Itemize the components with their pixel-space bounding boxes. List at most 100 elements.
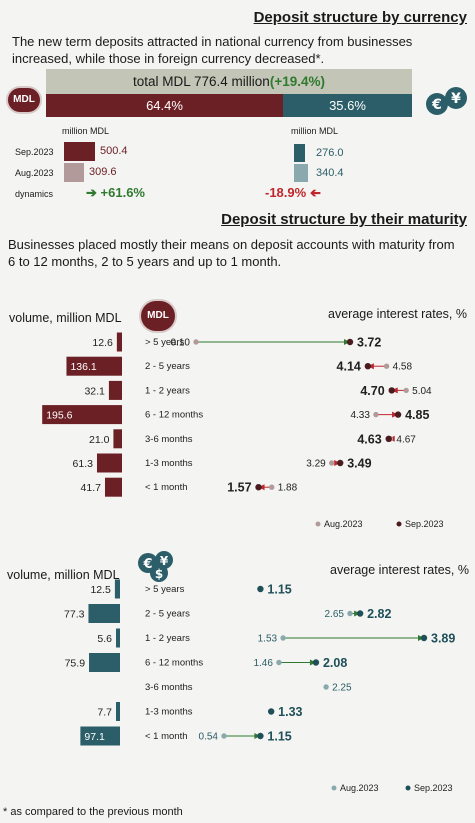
share-fx-bar: 35.6% bbox=[283, 94, 412, 117]
chart1-rate-point-sep bbox=[337, 459, 344, 467]
chart2-rate-label-aug: 1.46 bbox=[253, 658, 273, 669]
chart2-volume-label: volume, million MDL bbox=[7, 568, 120, 582]
chart2-rate-point-aug bbox=[276, 659, 282, 666]
chart1-category-label: 6 - 12 months bbox=[145, 410, 203, 421]
chart1-rate-point-sep bbox=[394, 411, 402, 418]
chart1-category-label: 1 - 2 years bbox=[145, 385, 190, 396]
chart1-rate-point-sep bbox=[388, 387, 395, 394]
chart2-volume-value: 75.9 bbox=[65, 658, 86, 670]
chart2-volume-value: 97.1 bbox=[84, 731, 105, 743]
chart1-rate-label-sep: 4.85 bbox=[405, 408, 429, 422]
chart1-rate-label-aug: 4.58 bbox=[393, 362, 413, 373]
chart1-category-label: 2 - 5 years bbox=[145, 361, 190, 372]
chart2-volume-bar bbox=[80, 726, 120, 746]
section2-intro-line2: 6 to 12 months, 2 to 5 years and up to 1… bbox=[8, 254, 282, 269]
chart1-category-label: 1-3 months bbox=[145, 458, 193, 469]
chart2-volume-bar bbox=[116, 628, 120, 648]
chart1-rate-label-sep: 1.57 bbox=[227, 481, 251, 495]
mdl-sep-value: 500.4 bbox=[100, 145, 128, 157]
chart1-rate-label-sep: 4.70 bbox=[360, 384, 384, 398]
mdl-dynamics: ➔ +61.6% bbox=[86, 185, 145, 201]
chart1-volume-bar bbox=[104, 477, 122, 497]
chart2-category-label: < 1 month bbox=[145, 731, 188, 742]
chart1-rate-point-sep bbox=[364, 363, 372, 370]
chart2-rate-point-aug bbox=[280, 635, 286, 641]
chart1-volume-value: 21.0 bbox=[89, 434, 110, 446]
chart2-volume-bar bbox=[116, 702, 120, 721]
section1-title: Deposit structure by currency bbox=[253, 9, 467, 26]
section2-title: Deposit structure by their maturity bbox=[221, 211, 467, 228]
mdl-dynamics-value: +61.6% bbox=[100, 185, 145, 200]
chart2-legend-label: Sep.2023 bbox=[414, 783, 453, 793]
chart1-rate-point-aug bbox=[269, 484, 275, 490]
chart1-rate-label-aug: 4.67 bbox=[396, 434, 416, 445]
chart1-rate-point-aug bbox=[373, 411, 379, 418]
chart2-rate-label: average interest rates, % bbox=[330, 563, 469, 577]
chart2-volume-value: 7.7 bbox=[97, 707, 112, 719]
chart2-rate-label-aug: 0.54 bbox=[199, 732, 219, 743]
unit-mdl-label: million MDL bbox=[62, 126, 110, 136]
share-fx-value: 35.6% bbox=[329, 98, 366, 113]
row-label-sep: Sep.2023 bbox=[15, 147, 54, 157]
chart2-category-label: 1 - 2 years bbox=[145, 633, 190, 644]
chart1-rate-point-aug bbox=[329, 460, 335, 466]
chart2-category-label: 6 - 12 months bbox=[145, 658, 203, 669]
svg-text:€: € bbox=[142, 557, 152, 572]
chart1-legend-marker bbox=[315, 521, 321, 527]
row-label-dynamics: dynamics bbox=[15, 189, 54, 199]
svg-text:€: € bbox=[431, 97, 442, 113]
chart2-legend-marker bbox=[331, 785, 337, 791]
unit-fx-label: million MDL bbox=[291, 126, 339, 136]
chart1-rate-point-sep bbox=[346, 338, 354, 346]
chart2-rate-point-sep bbox=[267, 708, 275, 715]
section2-intro-line1: Businesses placed mostly their means on … bbox=[8, 237, 455, 252]
total-label: total MDL 776.4 million bbox=[133, 74, 270, 89]
chart1-rate-label: average interest rates, % bbox=[328, 307, 467, 321]
chart1-rate-label-sep: 3.72 bbox=[357, 336, 381, 350]
chart2-volume-value: 12.5 bbox=[90, 584, 111, 596]
mdl-aug-value: 309.6 bbox=[89, 166, 117, 178]
chart2-rate-point-sep bbox=[257, 732, 264, 740]
chart1-category-label: < 1 month bbox=[145, 482, 188, 493]
chart2-category-label: 1-3 months bbox=[145, 707, 193, 718]
chart1-volume-bar bbox=[108, 380, 122, 400]
chart1-rate-label-aug: 0.10 bbox=[171, 338, 191, 349]
total-deposits-bar: total MDL 776.4 million(+19.4%) bbox=[46, 69, 412, 94]
section1-intro-line2: increased, while those in foreign curren… bbox=[12, 51, 325, 66]
chart1-rate-label-aug: 4.33 bbox=[350, 410, 370, 421]
chart1-rate-point-sep bbox=[255, 484, 262, 491]
chart2-rate-label-sep: 2.08 bbox=[323, 656, 347, 670]
fx-aug-value: 340.4 bbox=[316, 167, 344, 179]
chart1-mdl-badge: MDL bbox=[141, 301, 175, 331]
chart2-rate-point-sep bbox=[420, 634, 428, 642]
chart1-category-label: 3-6 months bbox=[145, 434, 193, 445]
chart1-volume-bar bbox=[42, 405, 122, 425]
chart2-rate-point-aug bbox=[347, 610, 353, 617]
chart1-volume-value: 195.6 bbox=[46, 410, 72, 422]
section1-intro: The new term deposits attracted in natio… bbox=[12, 33, 467, 67]
section2-intro: Businesses placed mostly their means on … bbox=[8, 236, 463, 270]
chart2-rate-point-sep bbox=[356, 610, 364, 617]
chart1-volume-value: 136.1 bbox=[70, 361, 96, 373]
svg-text:¥: ¥ bbox=[160, 554, 169, 568]
chart1-volume-bar bbox=[113, 429, 122, 449]
currency-coins-icon: € ¥ bbox=[426, 87, 467, 115]
mdl-sep-bar bbox=[64, 142, 95, 161]
chart2-category-label: 2 - 5 years bbox=[145, 609, 190, 620]
chart1-volume-value: 41.7 bbox=[81, 482, 102, 494]
fx-dynamics-value: -18.9% bbox=[265, 185, 307, 200]
chart2-volume-bar bbox=[114, 579, 120, 599]
chart1-volume-value: 32.1 bbox=[84, 385, 105, 397]
chart1-rate-point-sep bbox=[385, 435, 392, 442]
chart2-rate-point-sep bbox=[257, 585, 264, 593]
chart2-rate-label-sep: 1.15 bbox=[267, 730, 291, 744]
chart2-volume-value: 77.3 bbox=[64, 609, 85, 621]
chart2-rate-label-sep: 1.33 bbox=[278, 705, 302, 719]
chart2-rate-point-aug bbox=[323, 684, 329, 690]
chart2-rate-label-sep: 3.89 bbox=[431, 632, 455, 646]
chart2-volume-value: 5.6 bbox=[97, 633, 112, 645]
chart2-rate-label-aug: 2.25 bbox=[332, 683, 352, 694]
chart1-volume-bar bbox=[116, 332, 122, 352]
total-change: (+19.4%) bbox=[269, 74, 325, 89]
